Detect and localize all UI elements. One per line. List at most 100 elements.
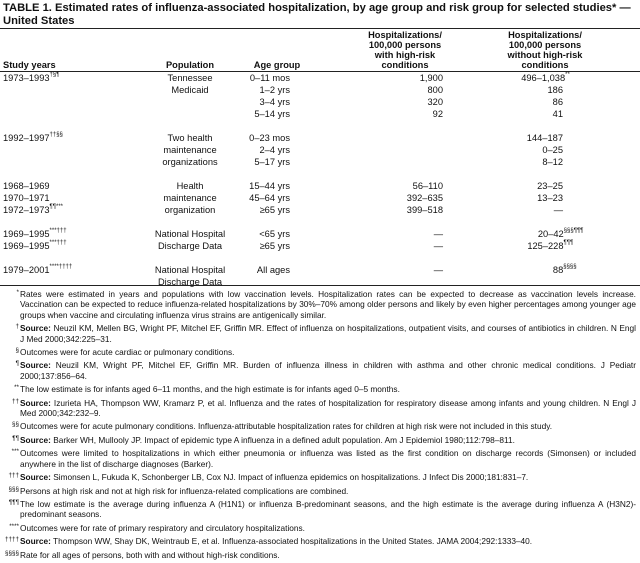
table-row: 1972–1973¶¶*** organization ≥65 yrs 399–518…	[0, 204, 640, 216]
study-years: 1973–1993	[3, 73, 50, 83]
table-row: 1970–1971 maintenance 45–64 yrs 392–635 13–2…	[0, 192, 640, 204]
age-group-cell: <65 yrs	[259, 229, 290, 239]
with-high-risk-cell: 92	[432, 109, 443, 119]
source-label: Source:	[20, 434, 51, 445]
footnote-symbol: §§	[11, 421, 19, 429]
footnote-text: Rate for all ages of persons, both with …	[20, 549, 280, 560]
footnote: ¶¶¶ The low estimate is the average durin…	[0, 499, 640, 520]
header-line: conditions	[521, 60, 569, 70]
study-years-cell: 1979–2001****††††	[3, 264, 72, 276]
footnote-symbol: ¶¶¶	[8, 498, 19, 506]
footnote-text: Rates were estimated in years and popula…	[20, 289, 636, 320]
without-high-risk-cell: 8–12	[542, 156, 563, 168]
population-cell: Medicaid	[171, 85, 209, 95]
footnote: §§§ Persons at high risk and not at high …	[0, 486, 640, 496]
without-high-risk-cell: 88§§§§	[553, 264, 577, 276]
without-high-risk-cell: 86	[553, 96, 563, 108]
without-high-risk-cell: 20–42§§§¶¶¶	[538, 228, 584, 240]
group-spacer	[0, 168, 640, 180]
footnote-text: The low estimate is the average during i…	[20, 498, 636, 520]
table-row: 5–14 yrs 92 41	[0, 108, 640, 120]
footnote-marker: §§§§	[563, 264, 577, 270]
table-row: 1973–1993†§¶ Tennessee 0–11 mos 1,900 496–1,…	[0, 72, 640, 84]
table-row: organizations 5–17 yrs 8–12	[0, 156, 640, 168]
footnote-text: Outcomes were limited to hospitalization…	[20, 448, 636, 469]
table-row: Discharge Data	[0, 276, 640, 288]
without-high-risk-value: 41	[552, 109, 563, 119]
source-label: Source:	[20, 397, 51, 408]
study-years: 1969–1995	[3, 229, 50, 239]
footnote-text: Izurieta HA, Thompson WW, Kramarz P, et …	[20, 397, 636, 419]
population-cell: National Hospital	[154, 265, 226, 275]
without-high-risk-value: 186	[547, 85, 563, 95]
population-cell: Discharge Data	[157, 241, 223, 251]
study-years-cell: 1969–1995***†††	[3, 228, 67, 240]
table-body: 1973–1993†§¶ Tennessee 0–11 mos 1,900 496–1,…	[0, 72, 640, 288]
footnote: †††† Source: Thompson WW, Shay DK, Weintr…	[0, 536, 640, 546]
without-high-risk-cell: 186	[547, 84, 563, 96]
footnote-text: Outcomes were for acute cardiac or pulmo…	[20, 347, 235, 358]
footnote-symbol: *	[16, 289, 19, 296]
table-row: 3–4 yrs 320 86	[0, 96, 640, 108]
footnote-text: Outcomes were for rate of primary respir…	[20, 522, 305, 533]
footnote: §§§§ Rate for all ages of persons, both w…	[0, 550, 640, 560]
population-cell: Health	[176, 181, 204, 191]
study-years: 1972–1973	[3, 205, 50, 215]
age-group-cell: 15–44 yrs	[249, 181, 290, 191]
without-high-risk-value: 0–25	[542, 145, 563, 155]
age-group-cell: ≥65 yrs	[259, 205, 290, 215]
without-high-risk-value: 125–228	[527, 241, 564, 251]
bottom-rule	[0, 285, 640, 286]
without-high-risk-cell: 41	[553, 108, 563, 120]
header-age-group: Age group	[253, 60, 301, 70]
without-high-risk-cell: 0–25	[542, 144, 563, 156]
without-high-risk-value: 144–187	[526, 133, 563, 143]
age-group-cell: 45–64 yrs	[249, 193, 290, 203]
population-cell: Two health	[167, 133, 213, 143]
footnote-marker: †§¶	[49, 72, 60, 78]
table-row: Medicaid 1–2 yrs 800 186	[0, 84, 640, 96]
study-years-cell: 1973–1993†§¶	[3, 72, 59, 84]
group-spacer	[0, 120, 640, 132]
footnote-symbol: ¶¶	[12, 434, 19, 442]
footnotes: * Rates were estimated in years and popul…	[0, 289, 640, 563]
footnote-text: Thompson WW, Shay DK, Weintraub E, et al…	[53, 536, 533, 547]
source-label: Source:	[20, 360, 51, 371]
footnote-text: Simonsen L, Fukuda K, Schonberger LB, Co…	[53, 472, 529, 483]
footnote-symbol: ****	[9, 522, 19, 530]
footnote: § Outcomes were for acute cardiac or pulm…	[0, 347, 640, 357]
study-years: 1992–1997	[3, 133, 50, 143]
footnote: ** The low estimate is for infants aged 6…	[0, 384, 640, 394]
header-line: conditions	[381, 60, 429, 70]
with-high-risk-cell: 800	[427, 85, 443, 95]
age-group-cell: 2–4 yrs	[259, 145, 291, 155]
table-row: 1969–1995***††† Discharge Data ≥65 yrs — 125…	[0, 240, 640, 252]
age-group-cell: 0–11 mos	[249, 73, 290, 83]
header-rule	[0, 71, 640, 72]
age-group-cell: ≥65 yrs	[259, 241, 290, 251]
study-years-cell: 1968–1969	[3, 180, 50, 192]
population-cell: maintenance	[163, 193, 217, 203]
table-row: 1992–1997††§§ Two health 0–23 mos 144–187	[0, 132, 640, 144]
footnote-marker: ****††††	[49, 264, 73, 270]
source-label: Source:	[20, 323, 51, 334]
footnote-marker: **	[565, 72, 570, 78]
population-cell: organization	[164, 205, 216, 215]
without-high-risk-value: 23–25	[537, 181, 563, 191]
header-line: with high-risk	[374, 50, 436, 60]
footnote: *** Outcomes were limited to hospitalizat…	[0, 448, 640, 469]
age-group-cell: 1–2 yrs	[259, 85, 291, 95]
age-group-cell: All ages	[256, 265, 290, 275]
footnote-symbol: †††	[8, 472, 19, 480]
table-row: maintenance 2–4 yrs 0–25	[0, 144, 640, 156]
with-high-risk-cell: 56–110	[412, 181, 443, 191]
footnote-marker: ***†††	[49, 240, 67, 246]
table-row: 1969–1995***††† National Hospital <65 yrs —…	[0, 228, 640, 240]
footnote-symbol: ††††	[4, 536, 19, 544]
footnote: **** Outcomes were for rate of primary re…	[0, 523, 640, 533]
footnote: ¶¶ Source: Barker WH, Mullooly JP. Impact…	[0, 435, 640, 445]
footnote-marker: §§§¶¶¶	[563, 228, 584, 234]
population-cell: National Hospital	[154, 229, 226, 239]
header-line: Hospitalizations/	[508, 30, 582, 40]
with-high-risk-cell: 1,900	[419, 73, 443, 83]
